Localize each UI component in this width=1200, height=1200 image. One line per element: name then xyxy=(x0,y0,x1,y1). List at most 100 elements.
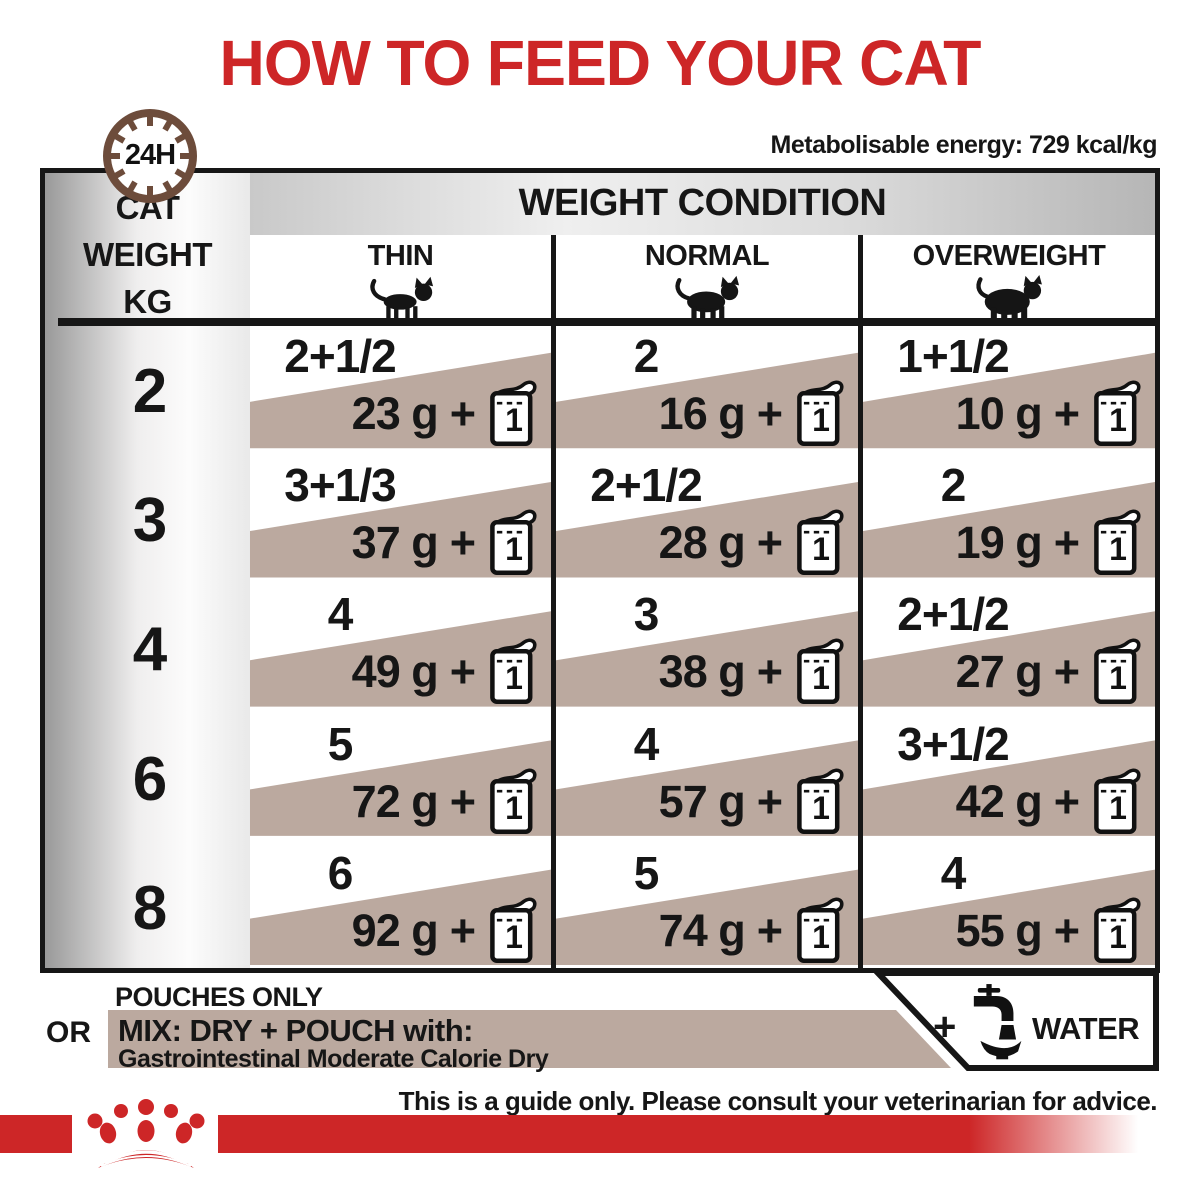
red-band-left xyxy=(0,1115,72,1153)
cell-normal: 3 38 g + 1 xyxy=(556,585,858,714)
pouch-icon: 1 xyxy=(1091,766,1145,838)
pouch-count: 4 xyxy=(327,588,354,641)
pouch-icon: 1 xyxy=(487,636,541,708)
table-row: 3 3+1/3 37 g + 1 xyxy=(40,456,1160,585)
pouch-icon-count: 1 xyxy=(1109,402,1127,438)
cell-overweight: 3+1/2 42 g + 1 xyxy=(863,715,1155,844)
pouch-icon-count: 1 xyxy=(1109,660,1127,697)
pouch-icon: 1 xyxy=(487,895,541,967)
table-row: 4 4 49 g + 1 xyxy=(40,585,1160,714)
brand-paw-logo xyxy=(87,1099,205,1168)
mix-ration: 23 g + 1 xyxy=(352,378,541,450)
table-row: 8 6 92 g + 1 xyxy=(40,844,1160,973)
pouch-icon-count: 1 xyxy=(1109,531,1127,568)
pouch-count: 3 xyxy=(633,588,660,641)
pouch-count: 3+1/3 xyxy=(284,459,396,512)
overweight-label: OVERWEIGHT xyxy=(912,240,1106,272)
pouch-icon: 1 xyxy=(1091,636,1145,708)
plus-sign: + xyxy=(756,904,783,956)
dry-grams: 28 g xyxy=(658,517,746,569)
cat-weight-value: 8 xyxy=(132,873,168,943)
plus-sign: + xyxy=(449,517,476,569)
pouches-only-label: POUCHES ONLY xyxy=(115,982,323,1012)
pouch-icon: 1 xyxy=(1091,895,1145,967)
mix-ration: 49 g + 1 xyxy=(352,636,541,708)
mix-ration: 16 g + 1 xyxy=(659,378,848,450)
dry-grams: 42 g xyxy=(955,775,1043,827)
dry-grams: 49 g xyxy=(351,646,439,698)
mix-ration: 28 g + 1 xyxy=(659,507,848,579)
plus-sign: + xyxy=(1053,904,1080,956)
normal-cat-icon xyxy=(675,275,740,324)
cell-overweight: 4 55 g + 1 xyxy=(863,844,1155,973)
overweight-cat-icon xyxy=(976,275,1042,324)
pouch-count: 2 xyxy=(940,459,967,512)
cell-overweight: 2+1/2 27 g + 1 xyxy=(863,585,1155,714)
cat-weight-line3: KG xyxy=(123,283,172,320)
dry-grams: 16 g xyxy=(658,388,746,439)
plus-sign: + xyxy=(756,646,783,698)
24h-clock-icon: 24H xyxy=(100,106,200,206)
pouch-count: 5 xyxy=(633,846,660,899)
cell-thin: 2+1/2 23 g + 1 xyxy=(250,327,551,456)
pouch-count: 2 xyxy=(633,330,660,382)
column-header-thin: THIN xyxy=(250,240,551,332)
cell-normal: 5 74 g + 1 xyxy=(556,844,858,973)
dry-grams: 57 g xyxy=(658,775,746,827)
water-plus-sign: + xyxy=(933,1005,957,1049)
mix-ration: 72 g + 1 xyxy=(352,766,541,838)
cat-weight-value: 3 xyxy=(132,486,168,556)
mix-ration: 37 g + 1 xyxy=(352,507,541,579)
pouch-icon: 1 xyxy=(1091,507,1145,579)
dry-grams: 37 g xyxy=(351,517,439,569)
pouch-icon: 1 xyxy=(487,507,541,579)
pouch-icon: 1 xyxy=(794,766,848,838)
water-tap-icon xyxy=(973,984,1022,1060)
column-divider-1 xyxy=(551,235,556,968)
pouch-icon: 1 xyxy=(487,766,541,838)
pouch-count: 4 xyxy=(633,717,660,770)
plus-sign: + xyxy=(1053,517,1080,569)
water-label: WATER xyxy=(1032,1011,1140,1046)
pouch-count: 3+1/2 xyxy=(897,717,1009,770)
mix-ration: 10 g + 1 xyxy=(956,378,1145,450)
cell-normal: 4 57 g + 1 xyxy=(556,715,858,844)
pouch-icon-count: 1 xyxy=(1109,918,1127,955)
plus-sign: + xyxy=(449,904,476,956)
dry-grams: 55 g xyxy=(955,904,1043,956)
mix-ration: 92 g + 1 xyxy=(352,895,541,967)
water-panel xyxy=(871,970,1159,1071)
pouch-icon-count: 1 xyxy=(812,789,830,826)
plus-sign: + xyxy=(449,775,476,827)
dry-grams: 23 g xyxy=(351,388,439,439)
pouch-icon-count: 1 xyxy=(505,402,523,438)
pouch-icon: 1 xyxy=(794,378,848,450)
cell-normal: 2+1/2 28 g + 1 xyxy=(556,456,858,585)
pouch-count: 2+1/2 xyxy=(590,459,702,512)
plus-sign: + xyxy=(1053,388,1080,439)
pouch-icon-count: 1 xyxy=(505,531,523,568)
table-row: 2 2+1/2 23 g + 1 xyxy=(40,327,1160,456)
mix-ration: 19 g + 1 xyxy=(956,507,1145,579)
pouch-icon-count: 1 xyxy=(812,918,830,955)
plus-sign: + xyxy=(1053,646,1080,698)
cell-overweight: 1+1/2 10 g + 1 xyxy=(863,327,1155,456)
dry-grams: 38 g xyxy=(658,646,746,698)
mix-ration: 42 g + 1 xyxy=(956,766,1145,838)
pouch-icon-count: 1 xyxy=(505,660,523,697)
plus-sign: + xyxy=(1053,775,1080,827)
mix-ration: 55 g + 1 xyxy=(956,895,1145,967)
pouch-icon-count: 1 xyxy=(505,918,523,955)
pouch-count: 4 xyxy=(940,846,967,899)
dry-grams: 19 g xyxy=(955,517,1043,569)
normal-label: NORMAL xyxy=(644,240,770,272)
weight-condition-title: WEIGHT CONDITION xyxy=(518,182,887,224)
weight-condition-header-bg xyxy=(250,173,1155,235)
clock-dial-icon xyxy=(103,109,197,203)
plus-sign: + xyxy=(756,517,783,569)
cell-thin: 3+1/3 37 g + 1 xyxy=(250,456,551,585)
page-title: HOW TO FEED YOUR CAT xyxy=(219,27,982,99)
cat-weight-value: 2 xyxy=(132,357,168,426)
pouch-icon: 1 xyxy=(794,507,848,579)
